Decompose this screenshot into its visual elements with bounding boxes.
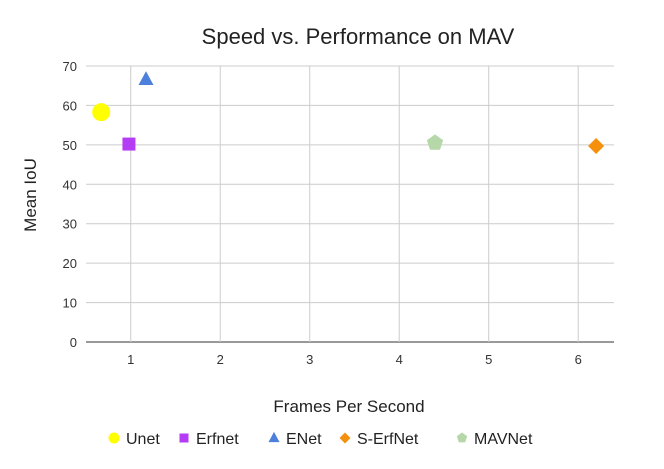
legend-label: ENet — [286, 431, 322, 448]
x-tick-label: 1 — [127, 352, 134, 367]
legend-marker-s-erfnet — [339, 432, 351, 444]
legend: Unet Erfnet ENet S-ErfNet MAVNet — [108, 431, 533, 448]
legend-label: Unet — [126, 431, 160, 448]
y-tick-label: 70 — [63, 59, 77, 74]
x-tick-label: 5 — [485, 352, 492, 367]
legend-marker-erfnet — [179, 433, 189, 443]
grid — [86, 65, 614, 343]
legend-label: S-ErfNet — [357, 431, 419, 448]
legend-marker-enet — [268, 431, 280, 443]
point-s-erfnet — [588, 138, 605, 154]
y-tick-label: 50 — [63, 138, 77, 153]
x-axis-label: Frames Per Second — [273, 397, 424, 416]
y-tick-label: 30 — [63, 217, 77, 232]
legend-marker-unet — [108, 432, 120, 444]
legend-label: Erfnet — [196, 431, 239, 448]
point-erfnet — [122, 137, 136, 151]
x-tick-label: 6 — [575, 352, 582, 367]
x-axis-ticks: 1 2 3 4 5 6 — [127, 352, 582, 367]
chart-title: Speed vs. Performance on MAV — [202, 24, 515, 49]
x-tick-label: 3 — [306, 352, 313, 367]
data-points — [92, 71, 605, 154]
point-mavnet — [426, 134, 444, 150]
point-unet — [92, 103, 111, 122]
x-tick-label: 2 — [217, 352, 224, 367]
y-axis-label: Mean IoU — [21, 158, 40, 232]
y-tick-label: 20 — [63, 256, 77, 271]
y-tick-label: 0 — [70, 335, 77, 350]
point-enet — [138, 71, 154, 85]
legend-marker-mavnet — [456, 432, 468, 443]
y-tick-label: 60 — [63, 98, 77, 113]
x-tick-label: 4 — [396, 352, 403, 367]
y-axis-ticks: 0 10 20 30 40 50 60 70 — [63, 59, 77, 350]
y-tick-label: 10 — [63, 296, 77, 311]
legend-label: MAVNet — [474, 431, 533, 448]
y-tick-label: 40 — [63, 177, 77, 192]
